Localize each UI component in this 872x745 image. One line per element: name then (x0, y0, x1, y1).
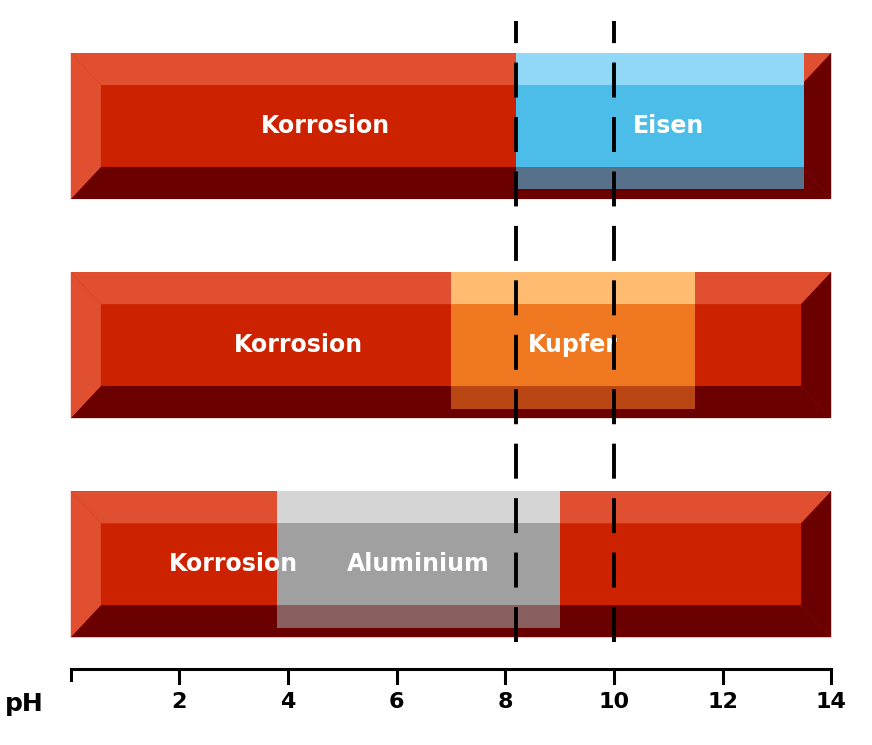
Polygon shape (801, 272, 831, 418)
Polygon shape (71, 491, 101, 637)
Text: 4: 4 (281, 692, 296, 712)
Polygon shape (71, 53, 101, 199)
Text: pH: pH (5, 692, 44, 716)
Bar (71, 53, 831, 199)
Polygon shape (71, 167, 831, 199)
Bar (516, 53, 804, 85)
Text: 12: 12 (707, 692, 738, 712)
Polygon shape (71, 272, 101, 418)
Text: Korrosion: Korrosion (261, 114, 390, 138)
Polygon shape (71, 53, 831, 85)
Text: 14: 14 (816, 692, 847, 712)
Text: Kupfer: Kupfer (528, 333, 618, 357)
Polygon shape (801, 53, 831, 199)
Polygon shape (801, 491, 831, 637)
Text: 8: 8 (498, 692, 513, 712)
Text: 6: 6 (389, 692, 405, 712)
Bar (516, 167, 804, 189)
Bar (71, 491, 831, 637)
Text: Aluminium: Aluminium (347, 552, 490, 576)
Text: Korrosion: Korrosion (234, 333, 363, 357)
Text: 10: 10 (598, 692, 630, 712)
Text: Korrosion: Korrosion (168, 552, 297, 576)
Bar (451, 304, 695, 386)
Polygon shape (71, 605, 831, 637)
Bar (277, 523, 560, 605)
Polygon shape (71, 491, 831, 523)
Bar (516, 85, 804, 167)
Bar (71, 272, 831, 418)
Bar (277, 491, 560, 523)
Text: 2: 2 (172, 692, 187, 712)
Text: Eisen: Eisen (632, 114, 704, 138)
Bar (451, 386, 695, 408)
Polygon shape (71, 272, 831, 304)
Bar (277, 605, 560, 627)
Polygon shape (71, 386, 831, 418)
Bar (451, 272, 695, 304)
